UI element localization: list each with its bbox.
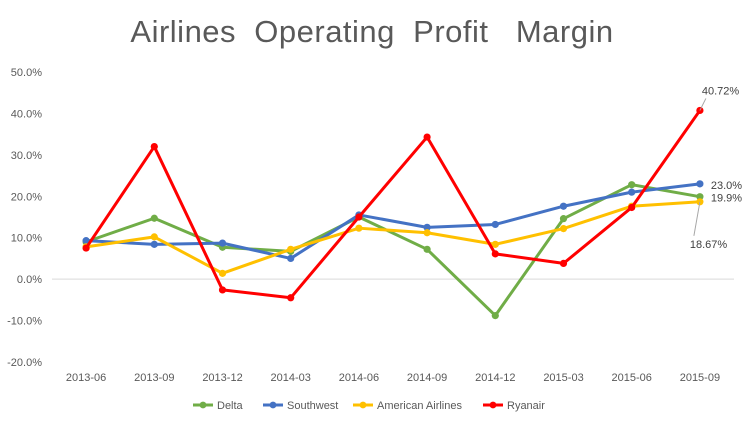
series-american-airlines <box>82 198 704 277</box>
x-tick-label: 2014-12 <box>475 372 515 384</box>
data-point-american-airlines <box>150 233 158 241</box>
legend-label: Southwest <box>287 400 338 412</box>
x-tick-label: 2013-09 <box>134 372 174 384</box>
series-line-american-airlines <box>85 200 700 275</box>
data-point-southwest <box>287 254 295 263</box>
legend-label: Ryanair <box>507 400 545 412</box>
x-tick-label: 2015-03 <box>543 372 583 384</box>
data-point-ryanair <box>355 213 363 221</box>
legend-marker <box>199 401 207 409</box>
data-point-southwest <box>82 237 90 245</box>
x-tick-label: 2015-06 <box>612 372 652 384</box>
data-point-southwest <box>628 188 636 196</box>
data-point-southwest <box>696 180 704 188</box>
data-point-ryanair <box>423 133 431 141</box>
data-point-southwest <box>218 239 227 247</box>
data-label: 18.67% <box>690 239 728 251</box>
data-point-delta <box>423 245 431 253</box>
data-point-ryanair <box>218 286 227 294</box>
data-point-american-airlines <box>355 224 363 232</box>
x-tick-label: 2013-06 <box>66 372 106 384</box>
series-southwest <box>82 180 704 263</box>
y-tick-label: -20.0% <box>7 357 42 369</box>
legend-marker <box>269 401 277 409</box>
y-tick-label: 30.0% <box>11 150 42 162</box>
data-point-delta <box>559 215 568 223</box>
data-label: 23.0% <box>711 180 742 192</box>
y-tick-label: 50.0% <box>11 67 42 79</box>
legend-marker <box>489 401 497 409</box>
x-tick-label: 2013-12 <box>202 372 242 384</box>
data-point-ryanair <box>559 259 568 267</box>
data-point-ryanair <box>628 203 636 212</box>
y-tick-label: 40.0% <box>11 108 42 120</box>
data-point-southwest <box>150 240 158 248</box>
data-label-leader <box>693 201 701 236</box>
legend-item-southwest[interactable]: Southwest <box>263 400 338 412</box>
data-point-delta <box>628 181 636 189</box>
y-axis-ticks: -20.0% -10.0% 0.0% 10.0% 20.0% 30.0% 40.0% 50.0… <box>7 67 42 369</box>
series-line-ryanair <box>84 109 702 300</box>
series-delta <box>82 181 704 320</box>
data-point-southwest <box>423 223 431 231</box>
series-group <box>82 106 704 320</box>
x-tick-label: 2014-06 <box>339 372 379 384</box>
chart-title: Airlines Operating Profit Margin <box>130 14 614 49</box>
data-point-american-airlines <box>491 240 499 248</box>
y-tick-label: 20.0% <box>11 191 42 203</box>
data-point-southwest <box>559 202 568 210</box>
legend-label: American Airlines <box>377 400 462 412</box>
data-point-ryanair <box>82 244 90 252</box>
legend-item-ryanair[interactable]: Ryanair <box>483 400 545 412</box>
data-labels: 40.72% 23.0%19.9% 18.67% <box>690 85 742 250</box>
legend-item-delta[interactable]: Delta <box>193 400 244 412</box>
data-point-american-airlines <box>559 225 568 233</box>
x-tick-label: 2015-09 <box>680 372 720 384</box>
data-point-american-airlines <box>287 245 295 253</box>
data-point-american-airlines <box>423 229 431 237</box>
data-point-delta <box>696 193 704 201</box>
data-point-delta <box>150 214 158 222</box>
x-tick-label: 2014-09 <box>407 372 447 384</box>
data-point-southwest <box>491 220 499 229</box>
data-label: 40.72% <box>702 85 740 97</box>
data-point-ryanair <box>491 250 499 258</box>
series-ryanair <box>82 106 704 302</box>
x-tick-label: 2014-03 <box>271 372 311 384</box>
data-point-ryanair <box>287 294 295 302</box>
legend[interactable]: Delta Southwest American Airlines Ryanair <box>193 400 545 412</box>
data-point-american-airlines <box>218 269 227 277</box>
legend-label: Delta <box>217 400 244 412</box>
x-axis-ticks: 2013-06 2013-09 2013-12 2014-03 2014-06 2014-… <box>66 372 720 384</box>
series-line-southwest <box>86 182 701 260</box>
y-tick-label: 0.0% <box>17 274 42 286</box>
y-tick-label: 10.0% <box>11 233 42 245</box>
y-tick-label: -10.0% <box>7 316 42 328</box>
data-point-ryanair <box>150 142 158 151</box>
data-point-delta <box>491 312 499 320</box>
legend-marker <box>359 401 367 409</box>
legend-item-american-airlines[interactable]: American Airlines <box>353 400 462 412</box>
series-line-delta <box>85 183 701 318</box>
data-label: 19.9% <box>711 193 742 205</box>
data-label-leader <box>699 98 707 111</box>
